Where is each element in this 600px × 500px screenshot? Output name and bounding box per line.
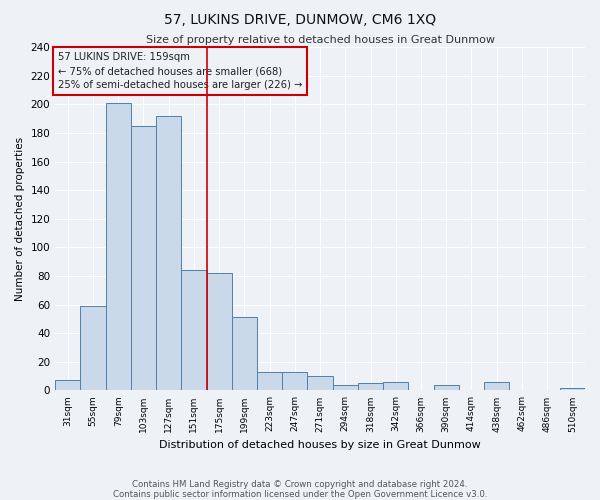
Text: 57, LUKINS DRIVE, DUNMOW, CM6 1XQ: 57, LUKINS DRIVE, DUNMOW, CM6 1XQ bbox=[164, 12, 436, 26]
Bar bbox=[484, 382, 509, 390]
Bar bbox=[257, 372, 282, 390]
Bar bbox=[206, 273, 232, 390]
Bar bbox=[434, 384, 459, 390]
Y-axis label: Number of detached properties: Number of detached properties bbox=[15, 136, 25, 301]
X-axis label: Distribution of detached houses by size in Great Dunmow: Distribution of detached houses by size … bbox=[159, 440, 481, 450]
Bar bbox=[307, 376, 332, 390]
Bar bbox=[560, 388, 585, 390]
Bar bbox=[156, 116, 181, 390]
Text: 57 LUKINS DRIVE: 159sqm
← 75% of detached houses are smaller (668)
25% of semi-d: 57 LUKINS DRIVE: 159sqm ← 75% of detache… bbox=[58, 52, 302, 90]
Bar bbox=[332, 384, 358, 390]
Bar bbox=[80, 306, 106, 390]
Title: Size of property relative to detached houses in Great Dunmow: Size of property relative to detached ho… bbox=[146, 35, 494, 45]
Bar bbox=[383, 382, 409, 390]
Bar bbox=[131, 126, 156, 390]
Bar bbox=[181, 270, 206, 390]
Bar bbox=[106, 103, 131, 391]
Bar bbox=[55, 380, 80, 390]
Bar bbox=[232, 318, 257, 390]
Text: Contains HM Land Registry data © Crown copyright and database right 2024.
Contai: Contains HM Land Registry data © Crown c… bbox=[113, 480, 487, 499]
Bar bbox=[282, 372, 307, 390]
Bar bbox=[358, 384, 383, 390]
